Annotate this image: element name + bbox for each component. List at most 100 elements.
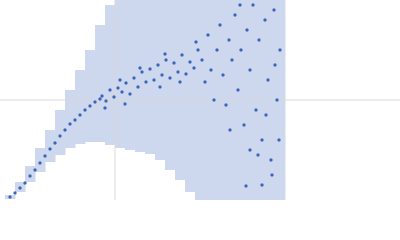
- data-point: [248, 148, 252, 152]
- data-point: [132, 76, 136, 80]
- error-band: [125, 0, 136, 150]
- data-point: [160, 73, 164, 77]
- data-point: [124, 81, 128, 85]
- data-point: [194, 40, 198, 44]
- error-band: [45, 130, 56, 162]
- data-point: [239, 48, 243, 52]
- data-point: [260, 183, 264, 187]
- data-point: [172, 61, 176, 65]
- data-point: [266, 78, 270, 82]
- data-point: [116, 86, 120, 90]
- error-band: [155, 0, 166, 160]
- data-point: [112, 95, 116, 99]
- data-point: [176, 70, 180, 74]
- error-band: [55, 110, 66, 155]
- data-point: [148, 67, 152, 71]
- data-point: [128, 92, 132, 96]
- data-point: [118, 78, 122, 82]
- data-point: [209, 68, 213, 72]
- data-point: [238, 3, 242, 7]
- data-point: [245, 28, 249, 32]
- data-point: [104, 99, 108, 103]
- data-point: [242, 123, 246, 127]
- data-point: [164, 58, 168, 62]
- error-band: [65, 90, 76, 148]
- data-point: [103, 106, 107, 110]
- data-point: [38, 161, 42, 165]
- error-band: [35, 148, 46, 172]
- data-point: [227, 38, 231, 42]
- data-point: [28, 174, 32, 178]
- data-point: [78, 113, 82, 117]
- error-band: [75, 70, 86, 144]
- page: {"chart_data": {"type": "scatter", "xlim…: [0, 0, 400, 200]
- data-point: [108, 88, 112, 92]
- data-point: [275, 98, 279, 102]
- data-point: [218, 23, 222, 27]
- data-point: [168, 76, 172, 80]
- data-point: [8, 195, 12, 199]
- data-point: [184, 72, 188, 76]
- data-point: [98, 97, 102, 101]
- data-point: [63, 128, 67, 132]
- data-point: [140, 70, 144, 74]
- data-point: [53, 141, 57, 145]
- data-point: [260, 138, 264, 142]
- data-point: [100, 94, 104, 98]
- error-band: [85, 50, 96, 142]
- data-point: [120, 90, 124, 94]
- data-point: [73, 118, 77, 122]
- data-point: [33, 168, 37, 172]
- data-point: [192, 66, 196, 70]
- data-point: [233, 13, 237, 17]
- data-point: [273, 63, 277, 67]
- data-point: [278, 48, 282, 52]
- data-point: [188, 60, 192, 64]
- data-point: [221, 73, 225, 77]
- data-point: [93, 100, 97, 104]
- error-band: [115, 0, 126, 148]
- data-point: [138, 66, 142, 70]
- data-point: [251, 3, 255, 7]
- error-band: [145, 0, 156, 154]
- data-point: [48, 147, 52, 151]
- data-point: [83, 108, 87, 112]
- data-point: [152, 78, 156, 82]
- error-band: [185, 0, 196, 192]
- data-point: [163, 52, 167, 56]
- data-point: [215, 48, 219, 52]
- data-point: [203, 80, 207, 84]
- data-point: [68, 122, 72, 126]
- data-point: [244, 184, 248, 188]
- error-band: [135, 0, 146, 152]
- data-point: [254, 108, 258, 112]
- data-point: [212, 98, 216, 102]
- data-point: [263, 18, 267, 22]
- data-point: [58, 134, 62, 138]
- data-point: [200, 58, 204, 62]
- data-point: [156, 63, 160, 67]
- data-point: [196, 48, 200, 52]
- data-point: [23, 181, 27, 185]
- data-point: [269, 158, 273, 162]
- data-point: [256, 153, 260, 157]
- data-point: [224, 103, 228, 107]
- data-point: [13, 191, 17, 195]
- data-point: [144, 80, 148, 84]
- data-point: [123, 102, 127, 106]
- data-point: [230, 58, 234, 62]
- error-band: [175, 0, 186, 180]
- data-point: [158, 85, 162, 89]
- data-point: [270, 173, 274, 177]
- data-point: [248, 68, 252, 72]
- data-point: [228, 128, 232, 132]
- data-point: [178, 80, 182, 84]
- data-point: [206, 33, 210, 37]
- error-band: [105, 5, 116, 145]
- chart: [0, 0, 400, 200]
- error-band: [165, 0, 176, 170]
- data-point: [88, 104, 92, 108]
- data-point: [43, 154, 47, 158]
- data-point: [257, 38, 261, 42]
- data-point: [18, 186, 22, 190]
